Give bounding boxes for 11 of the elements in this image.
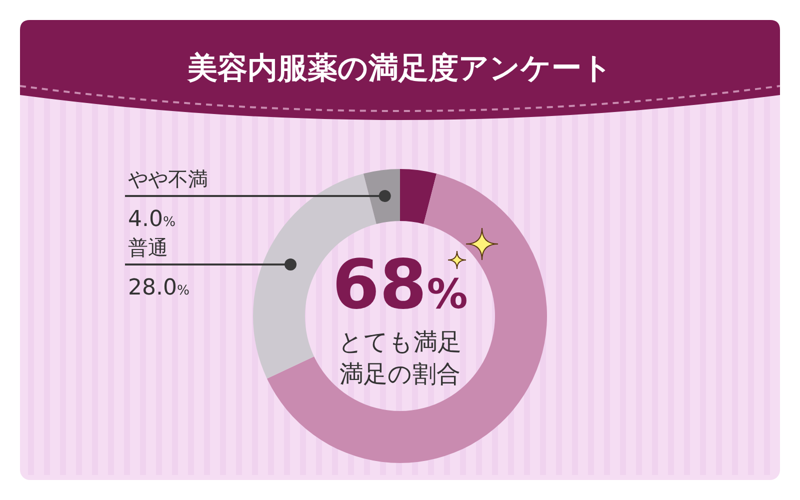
text: とても満足 xyxy=(338,328,462,356)
text: 68% xyxy=(332,246,468,325)
text: 満足の割合 xyxy=(340,360,460,388)
donut-slice xyxy=(400,169,437,224)
donut-slice xyxy=(266,174,547,463)
slice-label: 普通 xyxy=(128,235,168,260)
slice-label: やや不満 xyxy=(128,166,208,191)
data-label: 4.0% xyxy=(128,206,176,232)
chart-title: 美容内服薬の満足度アンケート xyxy=(186,51,612,86)
donut-slice xyxy=(363,169,400,224)
data-label: 28.0% xyxy=(128,275,190,300)
